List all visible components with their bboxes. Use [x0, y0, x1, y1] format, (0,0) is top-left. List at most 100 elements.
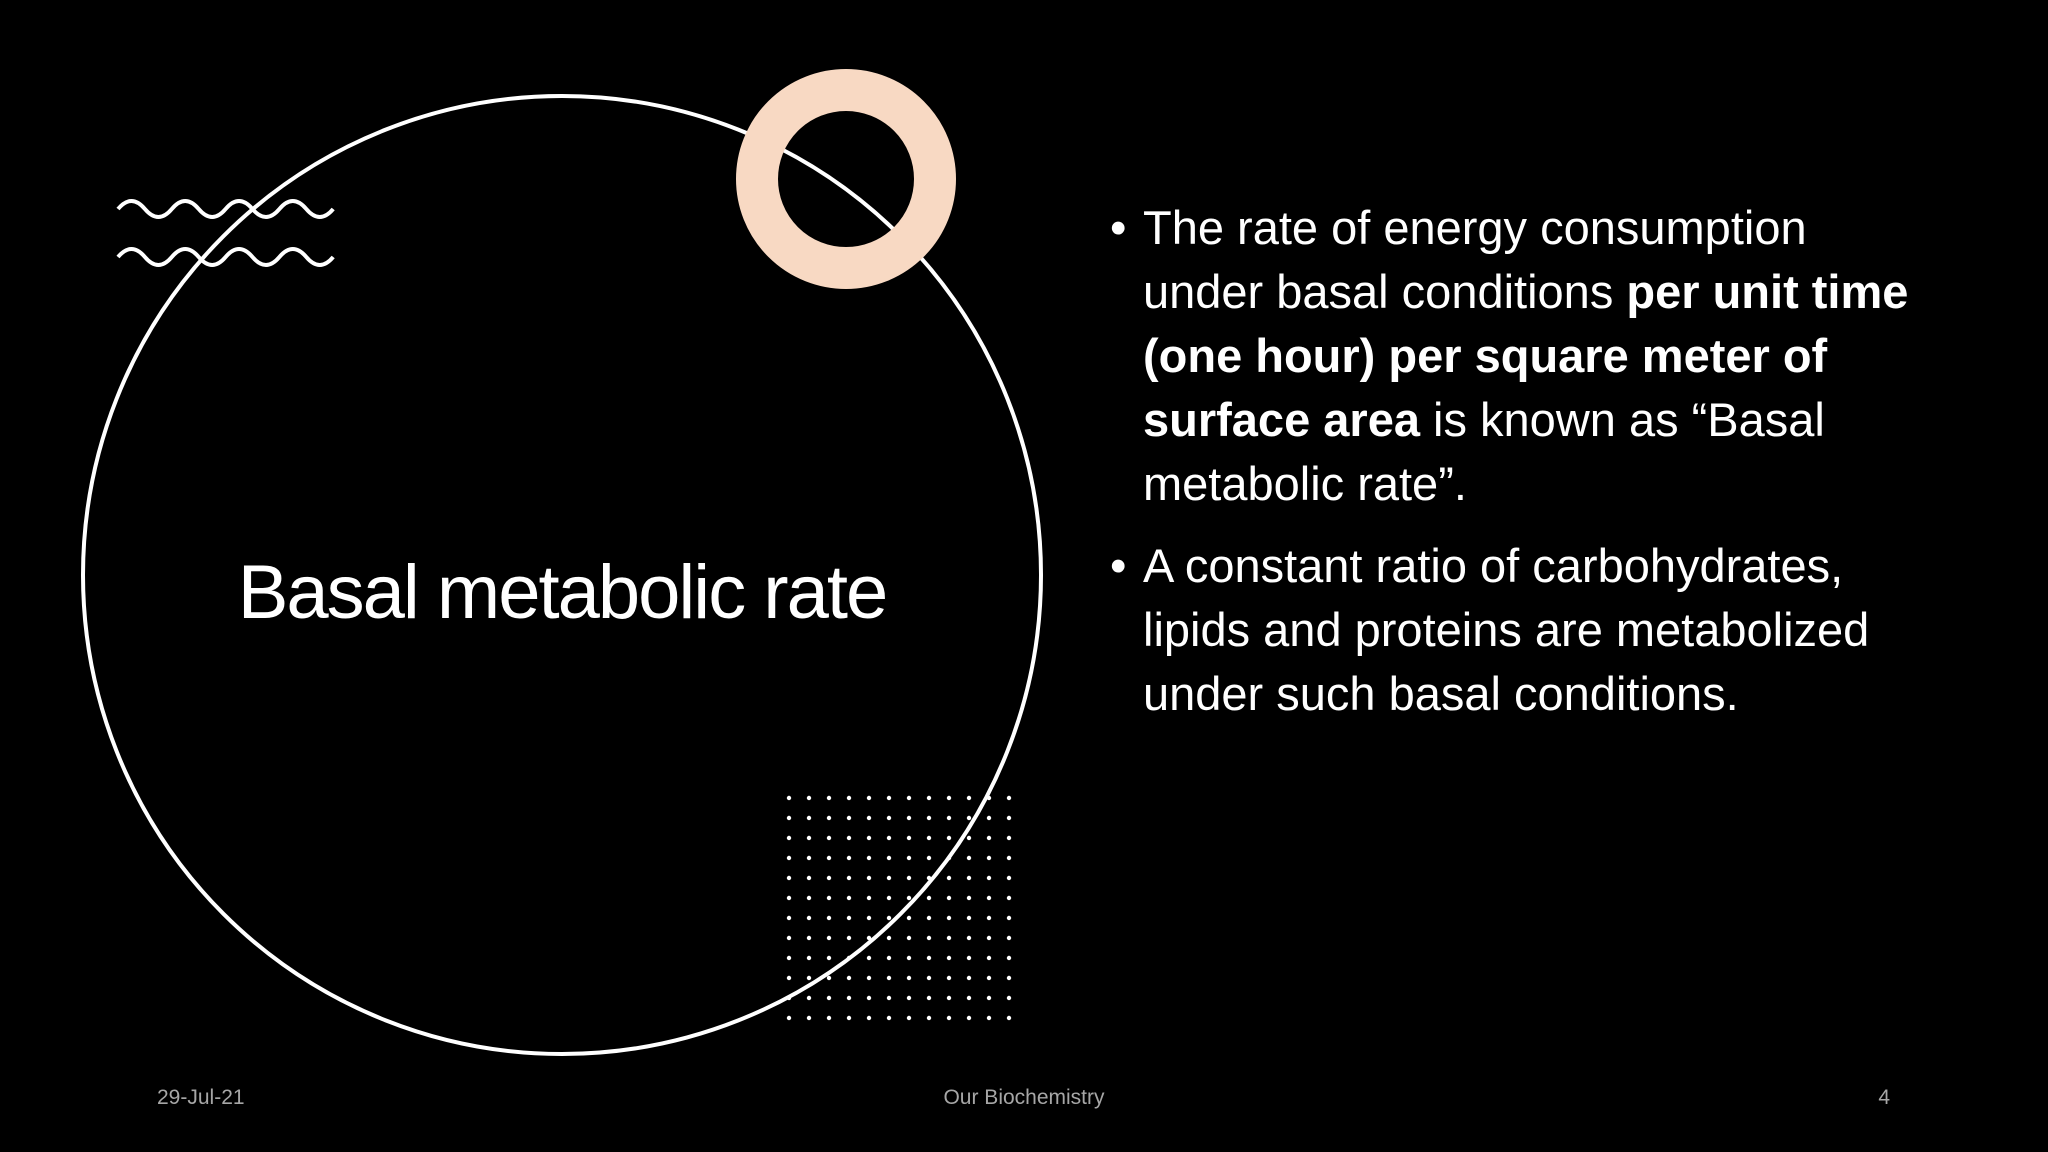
peach-ring: [736, 69, 956, 289]
dot: [986, 975, 992, 981]
footer-center: Our Biochemistry: [943, 1086, 1105, 1109]
dot: [1006, 815, 1012, 821]
dot: [946, 815, 952, 821]
dot: [806, 875, 812, 881]
dot: [846, 995, 852, 1001]
dot: [946, 795, 952, 801]
dot: [886, 835, 892, 841]
dot: [826, 955, 832, 961]
bullet: The rate of energy consumption under bas…: [1110, 196, 1910, 516]
dot: [946, 895, 952, 901]
dot: [966, 835, 972, 841]
dot: [1006, 995, 1012, 1001]
dot: [846, 895, 852, 901]
dot: [786, 915, 792, 921]
dot: [966, 795, 972, 801]
dot: [786, 1015, 792, 1021]
dot: [806, 975, 812, 981]
dot: [886, 1015, 892, 1021]
dot: [846, 815, 852, 821]
bullet: A constant ratio of carbohydrates, lipid…: [1110, 534, 1910, 726]
dot: [786, 815, 792, 821]
dot: [886, 815, 892, 821]
dot: [946, 835, 952, 841]
dot: [866, 875, 872, 881]
dot: [926, 975, 932, 981]
dot: [926, 835, 932, 841]
dot: [986, 935, 992, 941]
dot: [906, 935, 912, 941]
dot: [846, 795, 852, 801]
dot: [906, 1015, 912, 1021]
dot: [886, 895, 892, 901]
dot: [1006, 835, 1012, 841]
wave: [116, 199, 335, 219]
dot: [966, 1015, 972, 1021]
dot: [886, 995, 892, 1001]
dot: [826, 855, 832, 861]
dot: [786, 935, 792, 941]
dot: [886, 875, 892, 881]
dot: [1006, 935, 1012, 941]
dot: [966, 815, 972, 821]
dot: [966, 875, 972, 881]
dot: [866, 915, 872, 921]
dot: [986, 895, 992, 901]
dot: [866, 795, 872, 801]
dot: [906, 795, 912, 801]
dot: [866, 1015, 872, 1021]
dot: [906, 835, 912, 841]
big-circle: [81, 94, 1043, 1056]
dot: [966, 855, 972, 861]
dot: [826, 795, 832, 801]
dot: [866, 855, 872, 861]
dot: [926, 875, 932, 881]
dot: [1006, 915, 1012, 921]
dot: [906, 895, 912, 901]
dot: [846, 955, 852, 961]
text-run: is known as “Basal metabolic rate”.: [1143, 393, 1825, 510]
slide-title: Basal metabolic rate: [237, 550, 889, 635]
dot: [806, 1015, 812, 1021]
dot: [866, 955, 872, 961]
dot: [806, 995, 812, 1001]
text-run: A constant ratio of carbohydrates, lipid…: [1143, 539, 1870, 720]
dot: [946, 915, 952, 921]
dot: [926, 1015, 932, 1021]
dot: [806, 915, 812, 921]
dot: [926, 815, 932, 821]
dot: [846, 875, 852, 881]
dot: [946, 855, 952, 861]
dot: [786, 955, 792, 961]
dot: [946, 955, 952, 961]
dot: [826, 835, 832, 841]
dot: [966, 995, 972, 1001]
dot: [1006, 975, 1012, 981]
dot: [806, 955, 812, 961]
dot: [966, 915, 972, 921]
dot: [786, 995, 792, 1001]
dot: [966, 955, 972, 961]
dot: [866, 935, 872, 941]
dot: [846, 835, 852, 841]
dot: [846, 975, 852, 981]
dot: [926, 955, 932, 961]
dot: [826, 815, 832, 821]
dot: [986, 835, 992, 841]
dot: [806, 935, 812, 941]
dot: [946, 875, 952, 881]
dot: [1006, 795, 1012, 801]
text-run: per unit time (one hour) per square mete…: [1143, 265, 1909, 446]
dot: [946, 995, 952, 1001]
dot: [786, 975, 792, 981]
dot: [926, 915, 932, 921]
dot: [826, 875, 832, 881]
dot: [806, 895, 812, 901]
dot: [826, 975, 832, 981]
dot: [886, 915, 892, 921]
dot: [986, 855, 992, 861]
dot: [926, 935, 932, 941]
dot: [826, 1015, 832, 1021]
